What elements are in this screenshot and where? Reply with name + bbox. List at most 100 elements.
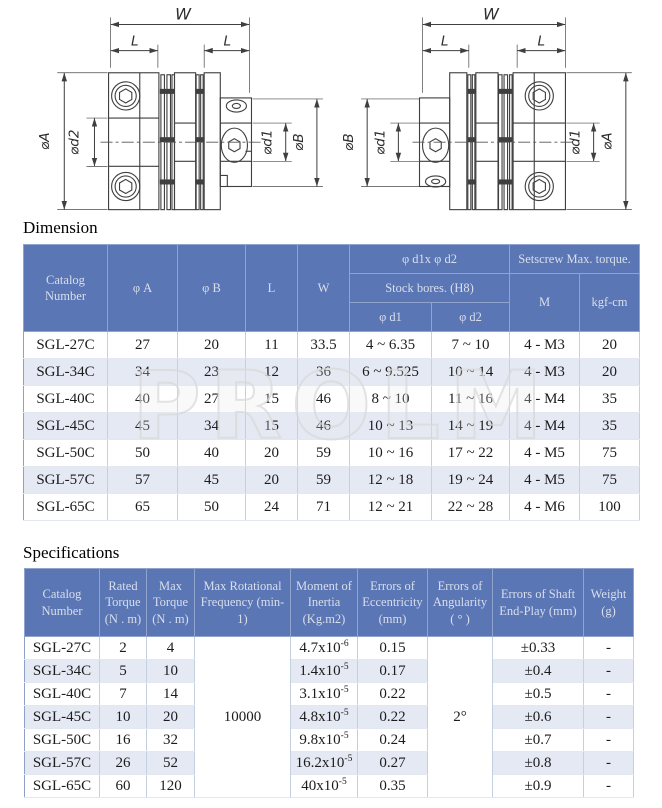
cell: 3.1x10-5 (290, 682, 358, 706)
cell: 10 (99, 705, 147, 729)
table-row: SGL-65C 65 50 24 71 12 ~ 21 22 ~ 28 4 - M6 100 (23, 493, 640, 521)
col-header-m: M (509, 273, 580, 332)
cell: 17 ~ 22 (431, 439, 510, 467)
hub-small-clamp (418, 72, 468, 211)
cell: 16 (99, 728, 147, 752)
col-header-weight: Weight (g) (583, 568, 634, 637)
hex-socket-icon (429, 138, 442, 153)
dim-label-w: W (483, 4, 500, 23)
cell: 7 ~ 10 (431, 331, 510, 359)
cell: 36 (297, 358, 350, 386)
table-row: SGL-57C 57 45 20 59 12 ~ 18 19 ~ 24 4 - M5 75 (23, 466, 640, 494)
coupling-drawing-left: W L L ⌀A ⌀d2 ⌀d1 ⌀B (37, 4, 323, 211)
col-header-kgf: kgf-cm (579, 273, 640, 332)
col-header-catalog: Catalog Number (24, 568, 100, 637)
cell: 15 (245, 385, 298, 413)
hex-socket-icon (118, 88, 133, 104)
cell: 14 (146, 682, 195, 706)
cell: 12 ~ 21 (349, 493, 432, 521)
cell: 120 (146, 774, 195, 798)
hex-socket-icon (532, 88, 546, 104)
cell: 52 (146, 751, 195, 775)
cell: 10 ~ 13 (349, 412, 432, 440)
cell: 22 ~ 28 (431, 493, 510, 521)
cell: SGL-50C (23, 439, 108, 467)
cell: 14 ~ 19 (431, 412, 510, 440)
cell: SGL-65C (23, 493, 108, 521)
col-header-catalog: Catalog Number (23, 244, 108, 332)
col-header-dia-d1: φ d1 (349, 302, 432, 332)
dim-label-dia-d1-left: ⌀d1 (372, 129, 388, 154)
cell: - (583, 682, 634, 706)
cell-angularity: 2° (427, 636, 493, 798)
cell: SGL-57C (24, 751, 100, 775)
cell: 45 (177, 466, 246, 494)
dimension-lines (57, 17, 323, 210)
cell: 40 (107, 385, 178, 413)
cell: 46 (297, 385, 350, 413)
table-row: SGL-50C 16 32 9.8x10-5 0.24 ±0.7- (24, 728, 634, 752)
specifications-table-header: Catalog Number Rated Torque (N . m) Max … (24, 568, 634, 637)
cell: 20 (146, 705, 195, 729)
cell: 15 (245, 412, 298, 440)
cell: 2 (99, 636, 147, 660)
cell: 5 (99, 659, 147, 683)
cell: 4 - M6 (509, 493, 580, 521)
cell: - (583, 659, 634, 683)
cell: 35 (579, 412, 640, 440)
cell: SGL-27C (23, 331, 108, 359)
dimension-lines (361, 17, 632, 210)
table-row: SGL-40C 40 27 15 46 8 ~ 10 11 ~ 16 4 - M4 35 (23, 385, 640, 413)
cell: 1.4x10-5 (290, 659, 358, 683)
hub-large (512, 72, 566, 211)
cell: 10 (146, 659, 195, 683)
cell: 0.35 (357, 774, 428, 798)
hex-socket-icon (532, 178, 546, 195)
cell: SGL-40C (23, 385, 108, 413)
cell: ±0.4 (492, 659, 584, 683)
cell: SGL-45C (24, 705, 100, 729)
col-header-inertia: Moment of Inertia (Kg.m2) (290, 568, 358, 637)
cell: 20 (245, 466, 298, 494)
col-header-max-frequency: Max Rotational Frequency (min-1) (194, 568, 291, 637)
col-header-l: L (245, 244, 298, 332)
cell: 35 (579, 385, 640, 413)
cell: 10 ~ 14 (431, 358, 510, 386)
cell: SGL-45C (23, 412, 108, 440)
cell: 6 ~ 9.525 (349, 358, 432, 386)
dim-label-dia-b: ⌀B (341, 133, 357, 151)
cell: 8 ~ 10 (349, 385, 432, 413)
cell: 4 (146, 636, 195, 660)
cell: 23 (177, 358, 246, 386)
cell: 65 (107, 493, 178, 521)
cell: 34 (107, 358, 178, 386)
center-spacer (475, 72, 499, 211)
dim-label-dia-b: ⌀B (291, 133, 307, 151)
hub-large (108, 72, 160, 211)
cell: - (583, 774, 634, 798)
cell: 27 (177, 385, 246, 413)
cell: 75 (579, 466, 640, 494)
cell: 12 (245, 358, 298, 386)
dim-label-l-right: L (224, 34, 232, 50)
cell: ±0.9 (492, 774, 584, 798)
cell: 0.17 (357, 659, 428, 683)
cell: 4 - M3 (509, 331, 580, 359)
cell: - (583, 636, 634, 660)
cell: 26 (99, 751, 147, 775)
cell: ±0.8 (492, 751, 584, 775)
col-header-dia-a: φ A (107, 244, 178, 332)
cell: 0.22 (357, 705, 428, 729)
cell: 12 ~ 18 (349, 466, 432, 494)
col-header-d1xd2: φ d1x φ d2 (349, 244, 510, 274)
cell: ±0.33 (492, 636, 584, 660)
cell: 4.7x10-6 (290, 636, 358, 660)
cell: - (583, 705, 634, 729)
col-header-dia-b: φ B (177, 244, 246, 332)
col-header-eccentricity: Errors of Eccentricity (mm) (357, 568, 428, 637)
dim-label-l-left: L (441, 34, 449, 50)
cell: 59 (297, 439, 350, 467)
cell: 4 - M5 (509, 466, 580, 494)
cell: SGL-57C (23, 466, 108, 494)
table-row: SGL-65C 60 120 40x10-5 0.35 ±0.9- (24, 774, 634, 798)
